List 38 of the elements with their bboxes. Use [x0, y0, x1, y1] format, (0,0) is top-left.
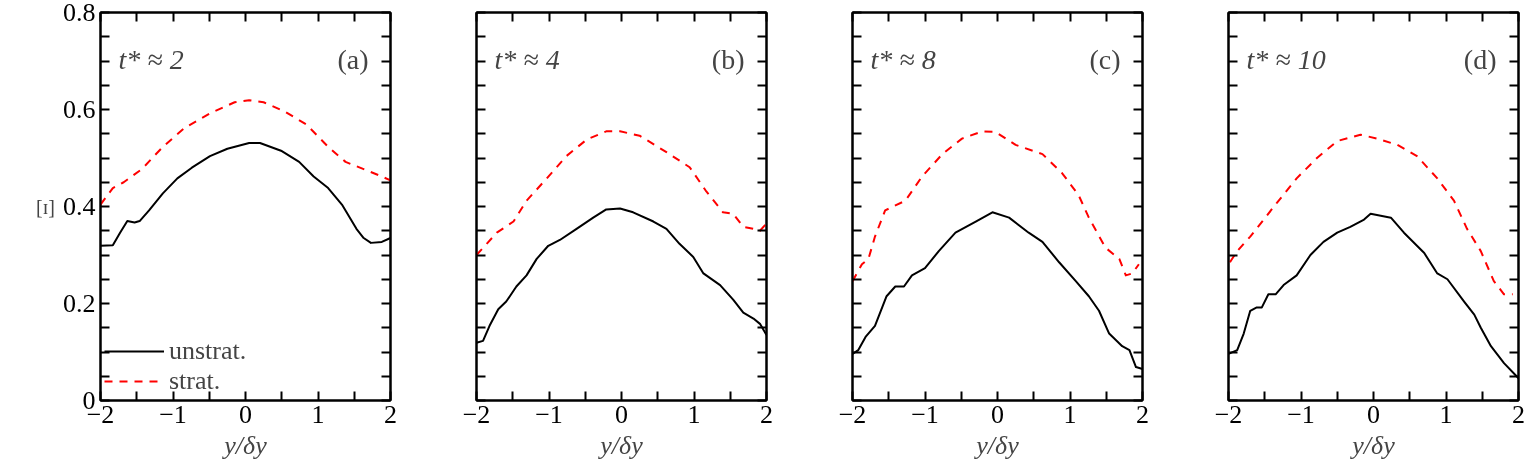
x-tick-label: 1 — [1439, 399, 1453, 429]
y-tick-label: 0.8 — [63, 0, 96, 27]
x-tick-label: −2 — [838, 399, 867, 429]
x-axis-title: y/δy — [973, 430, 1020, 460]
y-tick-label: 0.4 — [63, 192, 96, 221]
x-tick-label: −2 — [462, 399, 491, 429]
x-tick-label: 0 — [239, 399, 252, 429]
legend-label: strat. — [169, 366, 221, 396]
x-tick-label: 1 — [311, 399, 325, 429]
x-tick-label: 0 — [991, 399, 1004, 429]
annotation: (a) — [337, 43, 369, 75]
annotation: t* ≈ 2 — [118, 43, 184, 75]
annotation: (c) — [1089, 43, 1121, 75]
x-tick-label: 1 — [687, 399, 701, 429]
x-axis-title: y/δy — [221, 430, 268, 460]
x-axis-title: y/δy — [1349, 430, 1396, 460]
x-tick-label: −1 — [1287, 399, 1315, 429]
x-tick-label: 2 — [1512, 399, 1525, 429]
x-tick-label: −1 — [911, 399, 939, 429]
x-axis-title: y/δy — [597, 430, 644, 460]
y-tick-label: 0.6 — [63, 95, 96, 124]
annotation: t* ≈ 10 — [1246, 43, 1326, 75]
x-tick-label: 1 — [1063, 399, 1077, 429]
y-tick-label: 0.2 — [63, 289, 96, 318]
x-tick-label: 0 — [1367, 399, 1380, 429]
annotation: t* ≈ 4 — [494, 43, 560, 75]
x-tick-label: −1 — [159, 399, 187, 429]
x-tick-label: 2 — [384, 399, 397, 429]
x-tick-label: −1 — [535, 399, 563, 429]
x-tick-label: −2 — [1214, 399, 1243, 429]
y-axis-title: [ɪ] — [36, 195, 56, 218]
annotation: (d) — [1463, 43, 1497, 75]
x-tick-label: 0 — [615, 399, 628, 429]
annotation: t* ≈ 8 — [870, 43, 936, 75]
x-tick-label: 2 — [760, 399, 773, 429]
legend-label: unstrat. — [169, 336, 247, 366]
annotation: (b) — [711, 43, 745, 75]
x-tick-label: 2 — [1136, 399, 1149, 429]
